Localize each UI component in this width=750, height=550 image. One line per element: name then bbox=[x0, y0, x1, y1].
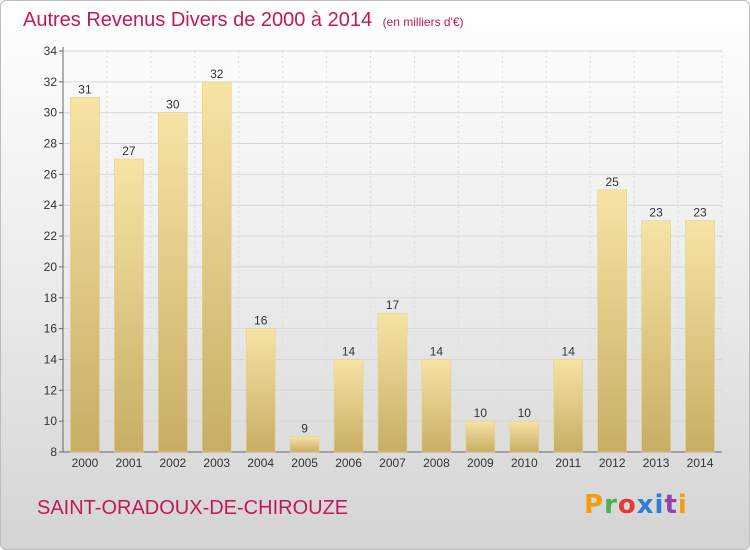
x-tick-label: 2010 bbox=[511, 456, 538, 470]
y-tick-label: 22 bbox=[44, 229, 58, 243]
y-tick-label: 32 bbox=[44, 75, 58, 89]
chart-unit: (en milliers d'€) bbox=[382, 15, 464, 29]
bar-2012 bbox=[597, 189, 627, 453]
bar-2007 bbox=[377, 312, 408, 453]
x-tick-label: 2009 bbox=[467, 456, 494, 470]
y-tick-label: 16 bbox=[44, 322, 58, 336]
logo-letter: P bbox=[584, 490, 605, 520]
value-label: 16 bbox=[254, 314, 268, 328]
x-tick-label: 2011 bbox=[555, 456, 581, 470]
y-tick-label: 30 bbox=[44, 106, 58, 120]
value-label: 25 bbox=[605, 175, 619, 189]
logo-letter: i bbox=[654, 490, 665, 520]
bar-2006 bbox=[333, 359, 364, 453]
value-label: 23 bbox=[693, 206, 707, 220]
bar-2009 bbox=[465, 420, 496, 453]
bar-2008 bbox=[421, 359, 452, 453]
bar-2011 bbox=[553, 359, 584, 453]
bar-2013 bbox=[641, 220, 671, 453]
x-tick-label: 2014 bbox=[687, 456, 714, 470]
value-label: 32 bbox=[210, 67, 224, 81]
value-label: 17 bbox=[386, 298, 400, 312]
value-label: 23 bbox=[649, 206, 663, 220]
bar-2003 bbox=[201, 81, 232, 453]
y-tick-label: 24 bbox=[44, 198, 58, 212]
proxiti-logo[interactable]: Proxiti bbox=[584, 490, 688, 520]
label-layer: 31 2000 27 2001 30 2002 32 2003 16 2004 9 2005 14 200… bbox=[72, 67, 714, 470]
x-tick-label: 2007 bbox=[379, 456, 406, 470]
value-label: 30 bbox=[166, 98, 180, 112]
y-tick-label: 10 bbox=[44, 414, 58, 428]
bar-2010 bbox=[509, 420, 540, 453]
y-tick-label: 14 bbox=[44, 352, 58, 366]
bar-2002 bbox=[158, 112, 188, 453]
x-tick-label: 2006 bbox=[335, 456, 362, 470]
chart-title: Autres Revenus Divers de 2000 à 2014 bbox=[23, 9, 373, 31]
bar-2000 bbox=[70, 96, 100, 453]
y-tick-label: 34 bbox=[44, 44, 58, 58]
logo-letter: x bbox=[636, 490, 655, 520]
logo-letter: r bbox=[604, 490, 618, 520]
bar-2001 bbox=[114, 158, 144, 453]
y-tick-label: 18 bbox=[44, 291, 58, 305]
value-label: 14 bbox=[430, 344, 444, 358]
x-tick-label: 2012 bbox=[599, 456, 626, 470]
value-label: 27 bbox=[122, 144, 136, 158]
x-tick-label: 2004 bbox=[247, 456, 274, 470]
x-tick-label: 2002 bbox=[159, 456, 186, 470]
value-label: 14 bbox=[562, 344, 576, 358]
title-row: Autres Revenus Divers de 2000 à 2014 (en… bbox=[23, 9, 464, 32]
y-tick-label: 8 bbox=[50, 445, 57, 459]
value-label: 31 bbox=[78, 82, 92, 96]
logo-letter: t bbox=[664, 490, 678, 520]
x-tick-label: 2013 bbox=[643, 456, 670, 470]
x-tick-label: 2001 bbox=[116, 456, 143, 470]
value-label: 14 bbox=[342, 344, 356, 358]
value-label: 9 bbox=[301, 422, 308, 436]
bar-2005 bbox=[289, 436, 320, 453]
x-tick-label: 2005 bbox=[291, 456, 318, 470]
value-label: 10 bbox=[474, 406, 488, 420]
value-label: 10 bbox=[518, 406, 532, 420]
x-tick-label: 2003 bbox=[203, 456, 230, 470]
y-tick-label: 28 bbox=[44, 137, 58, 151]
bar-layer bbox=[70, 81, 715, 453]
y-tick-label: 12 bbox=[44, 383, 58, 397]
logo-letter: o bbox=[617, 490, 637, 520]
bar-2004 bbox=[245, 328, 276, 453]
logo-letter: i bbox=[677, 490, 688, 520]
bar-2014 bbox=[685, 220, 715, 453]
commune-name: SAINT-ORADOUX-DE-CHIROUZE bbox=[37, 497, 349, 519]
x-tick-label: 2000 bbox=[72, 456, 99, 470]
y-tick-label: 26 bbox=[44, 167, 58, 181]
y-tick-label: 20 bbox=[44, 260, 58, 274]
x-tick-label: 2008 bbox=[423, 456, 450, 470]
